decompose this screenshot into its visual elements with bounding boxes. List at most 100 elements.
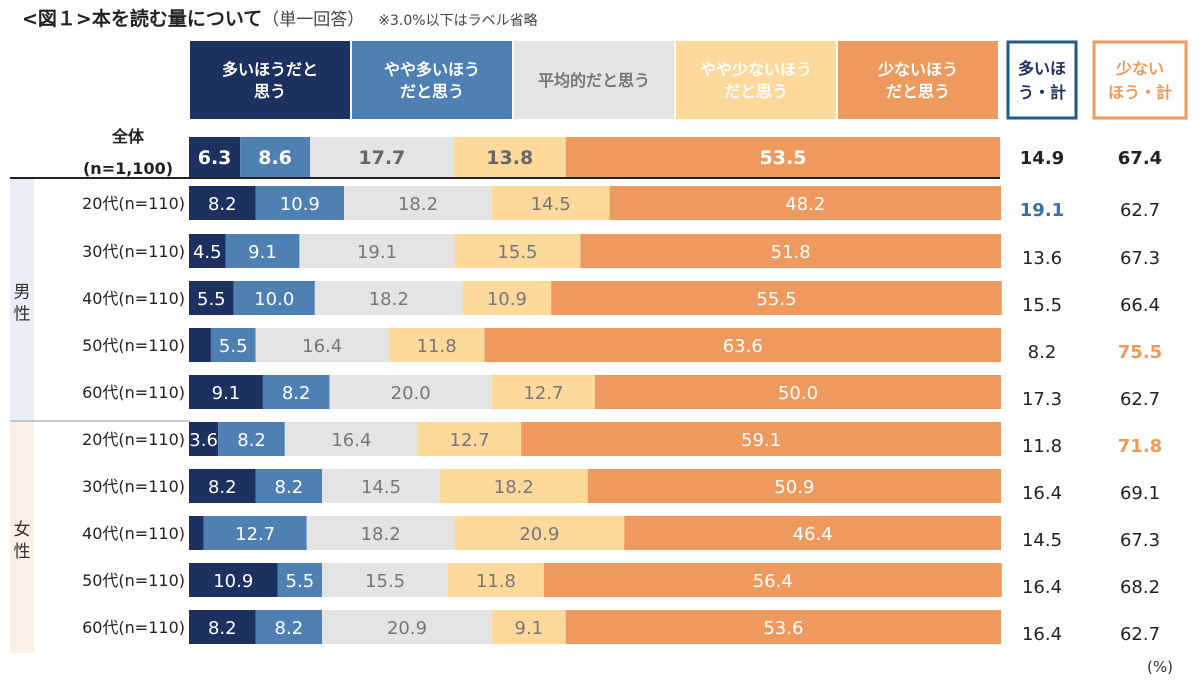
legend-box <box>190 41 350 119</box>
data-label: 59.1 <box>741 430 781 451</box>
bar-segment <box>189 563 278 597</box>
total-header-box <box>1092 40 1188 120</box>
row-label: 50代(n=110) <box>82 571 185 590</box>
bar-segment <box>189 137 241 177</box>
bar-segment <box>255 610 323 644</box>
row-label: 40代(n=110) <box>82 524 185 543</box>
bar-segment <box>543 563 1002 597</box>
bar-segment <box>322 610 492 644</box>
bar-segment <box>233 281 315 315</box>
bar-segment <box>189 281 234 315</box>
data-label: 17.7 <box>358 147 405 169</box>
data-label: 4.5 <box>193 242 222 263</box>
total-value: 8.2 <box>1028 342 1057 363</box>
total-value: 66.4 <box>1120 295 1160 316</box>
data-label: 3.6 <box>189 430 218 451</box>
row-label: 50代(n=110) <box>82 336 185 355</box>
data-label: 48.2 <box>785 194 825 215</box>
bar-segment <box>255 469 323 503</box>
data-label: 8.2 <box>208 194 237 215</box>
data-label: 15.5 <box>497 242 537 263</box>
legend-label: だと思う <box>886 82 950 101</box>
data-label: 5.5 <box>197 289 226 310</box>
bar-segment <box>189 186 256 220</box>
data-label: 8.2 <box>275 618 304 639</box>
data-label: 20.9 <box>519 524 559 545</box>
legend-box <box>838 41 998 119</box>
bar-segment <box>322 469 440 503</box>
total-value: 62.7 <box>1120 624 1160 645</box>
data-label: 6.3 <box>198 147 232 169</box>
data-label: 8.2 <box>237 430 266 451</box>
bar-segment <box>580 234 1001 268</box>
bar-segment <box>322 563 449 597</box>
data-label: 11.8 <box>417 336 457 357</box>
total-value: 75.5 <box>1118 342 1162 363</box>
data-label: 12.7 <box>523 383 563 404</box>
subtitle-text: （単一回答） <box>262 10 365 30</box>
total-header-label: う・計 <box>1018 83 1066 102</box>
row-label: 30代(n=110) <box>82 242 185 261</box>
legend-label: 多いほうだと <box>222 60 318 79</box>
bar-segment <box>565 610 1001 644</box>
legend-label: 平均的だと思う <box>538 71 650 90</box>
data-label: 8.2 <box>282 383 311 404</box>
legend-label: だと思う <box>400 82 464 101</box>
data-label: 10.0 <box>254 289 294 310</box>
bar-segment <box>521 422 1001 456</box>
data-label: 19.1 <box>357 242 397 263</box>
bar-segment <box>551 281 1002 315</box>
total-value: 14.9 <box>1020 148 1064 169</box>
bar-segment <box>454 516 625 550</box>
data-label: 5.5 <box>219 336 248 357</box>
bar-segment <box>189 516 204 550</box>
row-label: 全体 <box>111 127 145 146</box>
total-value: 16.4 <box>1022 624 1062 645</box>
data-label: 8.2 <box>275 477 304 498</box>
data-label: 10.9 <box>280 194 320 215</box>
row-label: 40代(n=110) <box>82 289 185 308</box>
data-label: 18.2 <box>398 194 438 215</box>
group-label: 男 <box>14 283 31 303</box>
total-value: 62.7 <box>1120 200 1160 221</box>
chart-title: <図１>本を読む量について（単一回答） ※3.0%以下はラベル省略 <box>22 4 538 31</box>
legend-box <box>352 41 512 119</box>
bar-segment <box>624 516 1001 550</box>
bar-segment <box>491 186 610 220</box>
total-value: 16.4 <box>1022 577 1062 598</box>
data-label: 8.2 <box>208 477 237 498</box>
total-value: 68.2 <box>1120 577 1160 598</box>
bar-segment <box>454 234 581 268</box>
data-label: 12.7 <box>235 524 275 545</box>
bar-segment <box>189 610 256 644</box>
data-label: 5.5 <box>286 571 315 592</box>
data-label: 9.1 <box>248 242 277 263</box>
title-text: <図１>本を読む量について <box>22 8 263 30</box>
bar-segment <box>329 375 492 409</box>
data-label: 14.5 <box>531 194 571 215</box>
row-label: 60代(n=110) <box>82 383 185 402</box>
data-label: 16.4 <box>302 336 342 357</box>
note-text: ※3.0%以下はラベル省略 <box>378 13 538 29</box>
bar-segment <box>218 422 285 456</box>
bar-segment <box>189 469 256 503</box>
bar-segment <box>462 281 552 315</box>
data-label: 20.9 <box>387 618 427 639</box>
data-label: 63.6 <box>723 336 763 357</box>
bar-segment <box>314 281 463 315</box>
bar-segment <box>491 375 595 409</box>
data-label: 50.0 <box>778 383 818 404</box>
data-label: 51.8 <box>771 242 811 263</box>
bar-segment <box>299 234 455 268</box>
bar-segment <box>210 328 256 362</box>
legend-label: 少ないほう <box>877 60 958 79</box>
total-header-label: ほう・計 <box>1108 83 1172 102</box>
bar-segment <box>609 186 1001 220</box>
total-header-label: 多いほ <box>1018 59 1066 78</box>
bar-segment <box>255 186 345 220</box>
unit-label: (%) <box>1147 658 1173 676</box>
legend-box <box>676 41 836 119</box>
group-label: 性 <box>14 542 31 562</box>
